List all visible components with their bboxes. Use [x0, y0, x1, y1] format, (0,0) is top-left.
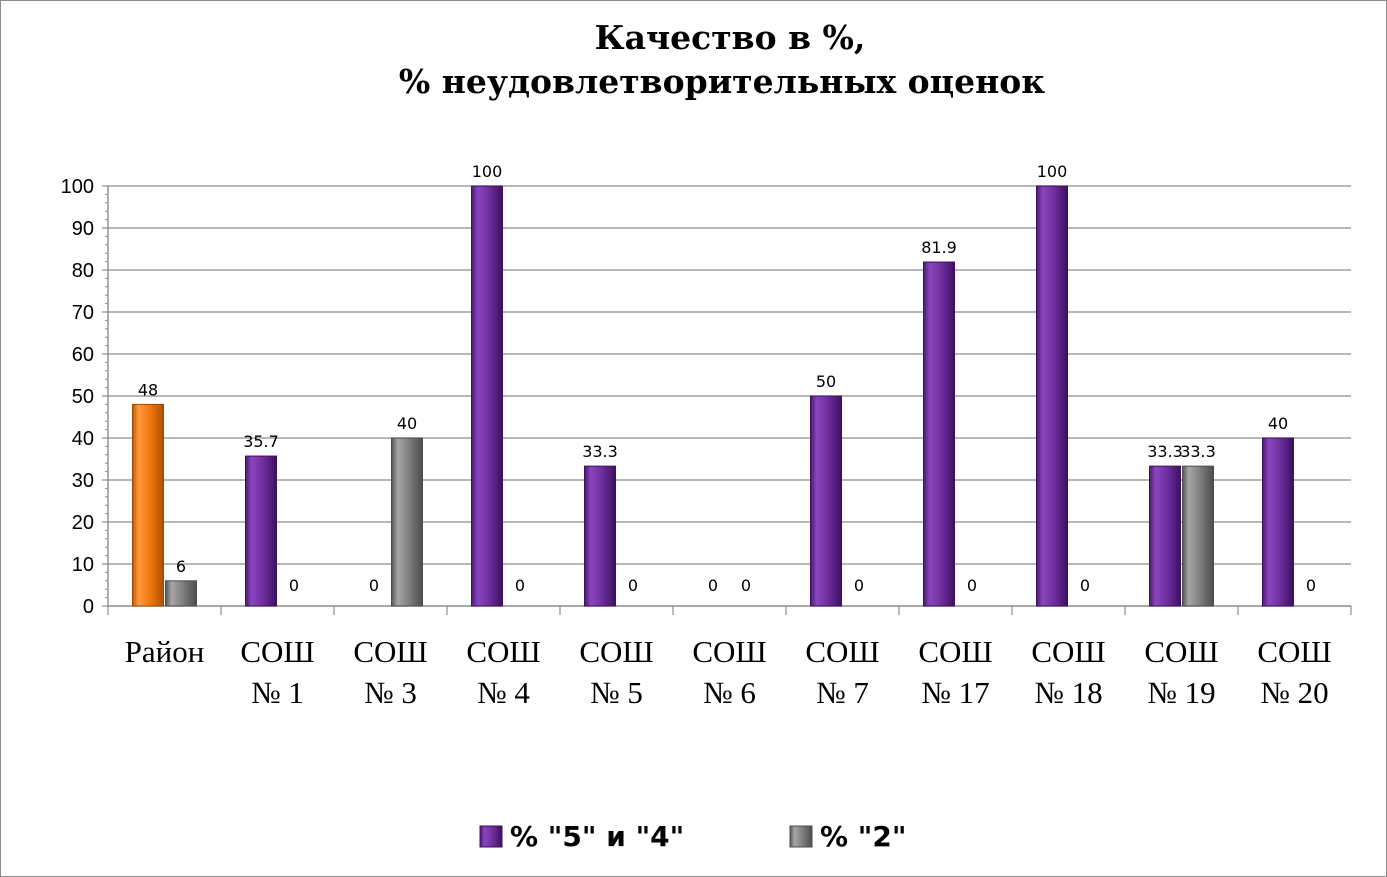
x-tick-label: СОШ — [805, 634, 879, 669]
data-label: 81.9 — [921, 238, 957, 257]
x-tick-label: СОШ — [1144, 634, 1218, 669]
y-tick-label: 60 — [72, 344, 94, 366]
data-label: 33.3 — [582, 442, 618, 461]
chart-title-line-2: % неудовлетворительных оценок — [399, 62, 1045, 101]
data-label: 0 — [289, 576, 299, 595]
y-tick-label: 10 — [72, 554, 94, 576]
data-label: 0 — [369, 576, 379, 595]
legend-item-series-2: % "2" — [789, 820, 906, 853]
data-label: 0 — [1306, 576, 1316, 595]
bars — [132, 185, 1294, 607]
x-tick-label: СОШ — [466, 634, 540, 669]
axes — [102, 185, 1352, 615]
bar-series-1 — [245, 455, 277, 607]
x-tick-label: СОШ — [1031, 634, 1105, 669]
x-tick-label: СОШ — [918, 634, 992, 669]
bar-series-2 — [391, 437, 423, 607]
legend: % "5" и "4" % "2" — [479, 820, 906, 853]
data-label: 48 — [138, 380, 158, 399]
x-tick-label: СОШ — [1257, 634, 1331, 669]
data-label: 100 — [1037, 162, 1068, 181]
x-tick-label: № 5 — [590, 675, 643, 710]
legend-swatch-series-2 — [789, 825, 813, 848]
x-tick-label: № 6 — [703, 675, 756, 710]
data-label: 35.7 — [243, 432, 279, 451]
chart-title-line-1: Качество в %, — [595, 18, 866, 57]
x-tick-label: № 17 — [921, 675, 989, 710]
bar-series-2 — [165, 580, 197, 607]
y-axis-ticks: 0 10 20 30 40 50 60 70 80 90 100 — [61, 176, 94, 618]
x-tick-label: № 18 — [1034, 675, 1102, 710]
data-label: 50 — [816, 372, 836, 391]
legend-swatch-series-1 — [479, 825, 503, 848]
x-tick-label: № 4 — [477, 675, 530, 710]
legend-label-series-1: % "5" и "4" — [510, 820, 684, 853]
bar-series-1 — [1262, 437, 1294, 607]
bar-series-1 — [1149, 465, 1181, 607]
x-tick-label: Район — [125, 634, 205, 669]
x-tick-label: СОШ — [579, 634, 653, 669]
bar-series-2 — [1182, 465, 1214, 607]
data-label: 6 — [176, 557, 186, 576]
bar-series-1 — [471, 185, 503, 607]
data-label: 40 — [1268, 414, 1288, 433]
y-tick-label: 100 — [61, 176, 94, 198]
bar-series-1 — [132, 403, 164, 607]
x-tick-label: СОШ — [353, 634, 427, 669]
gridlines — [108, 185, 1351, 565]
data-label: 0 — [741, 576, 751, 595]
x-tick-label: № 1 — [251, 675, 304, 710]
data-label: 33.3 — [1147, 442, 1183, 461]
bar-series-1 — [810, 395, 842, 607]
x-tick-label: № 3 — [364, 675, 417, 710]
y-tick-label: 20 — [72, 512, 94, 534]
x-axis-ticks: Район СОШ № 1 СОШ № 3 СОШ № 4 СОШ № 5 СОШ № 6 СОШ № … — [125, 634, 1332, 710]
y-tick-label: 40 — [72, 428, 94, 450]
data-label: 0 — [708, 576, 718, 595]
data-label: 0 — [628, 576, 638, 595]
x-tick-label: № 19 — [1147, 675, 1215, 710]
data-label: 0 — [854, 576, 864, 595]
data-label: 0 — [515, 576, 525, 595]
data-label: 40 — [397, 414, 417, 433]
data-label: 100 — [472, 162, 503, 181]
y-tick-label: 80 — [72, 260, 94, 282]
y-tick-label: 0 — [83, 596, 94, 618]
bar-series-1 — [923, 261, 955, 607]
y-tick-label: 70 — [72, 302, 94, 324]
x-tick-label: № 20 — [1260, 675, 1328, 710]
y-tick-label: 30 — [72, 470, 94, 492]
y-tick-label: 50 — [72, 386, 94, 408]
y-tick-label: 90 — [72, 218, 94, 240]
x-tick-label: СОШ — [240, 634, 314, 669]
legend-label-series-2: % "2" — [820, 820, 906, 853]
legend-item-series-1: % "5" и "4" — [479, 820, 684, 853]
x-tick-label: № 7 — [816, 675, 869, 710]
bar-series-1 — [584, 465, 616, 607]
bar-series-1 — [1036, 185, 1068, 607]
x-tick-label: СОШ — [692, 634, 766, 669]
data-label: 0 — [1080, 576, 1090, 595]
data-label: 0 — [967, 576, 977, 595]
data-label: 33.3 — [1180, 442, 1216, 461]
